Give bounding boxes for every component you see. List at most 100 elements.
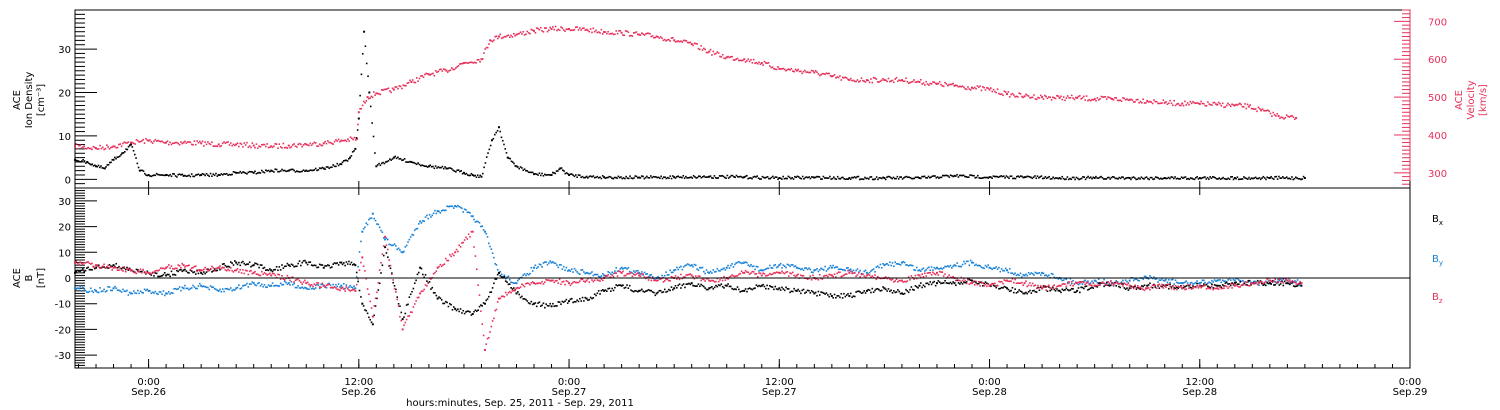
data-point [294,265,297,268]
data-point [661,291,663,294]
data-point [743,261,746,264]
data-point [466,211,469,214]
data-point [324,168,326,170]
data-point [535,267,538,270]
data-point [754,268,756,271]
data-point [343,288,345,290]
data-point [471,230,474,233]
data-point [401,87,403,90]
data-point [930,176,932,178]
data-point [502,36,504,39]
data-point [325,284,328,287]
data-point [523,168,526,170]
data-point [721,268,724,271]
data-point [1182,177,1184,179]
data-point [1087,280,1089,282]
data-point [782,175,784,178]
data-point [977,174,979,177]
data-point [915,286,918,288]
data-point [799,177,801,179]
data-point [665,291,667,293]
data-point [1235,177,1237,180]
data-point [442,68,445,70]
data-point [966,176,969,179]
data-point [1031,272,1034,275]
data-point [1217,288,1220,290]
data-point [1122,283,1124,285]
data-point [313,288,316,290]
data-point [998,266,1000,269]
data-point [554,262,557,265]
data-point [802,269,805,272]
data-point [798,267,801,270]
data-point [1135,278,1138,280]
data-point [947,175,949,177]
data-point [923,175,926,178]
data-point [628,284,631,287]
data-point [682,175,685,177]
velocity-tick-label: 500 [1428,93,1447,104]
data-point [1256,283,1259,286]
data-point [408,238,411,241]
data-point [93,288,96,291]
data-point [996,88,999,91]
data-point [216,267,219,269]
data-point [341,286,344,289]
data-point [107,264,109,267]
data-point [1279,278,1282,281]
data-point [365,100,368,102]
data-point [901,178,904,180]
data-point [181,142,184,145]
data-point [518,278,520,280]
data-point [1008,177,1010,180]
data-point [186,287,189,290]
data-point [1192,287,1194,290]
data-point [1163,177,1166,180]
data-point [1056,94,1058,97]
data-point [244,269,247,272]
data-point [415,77,418,79]
data-point [378,226,381,229]
data-point [871,269,874,271]
data-point [646,289,649,292]
data-point [312,287,314,290]
data-point [773,264,775,267]
data-point [1175,177,1178,180]
data-point [619,29,622,32]
data-point [296,278,298,281]
data-point [429,164,432,167]
data-point [1200,286,1202,289]
data-point [552,279,554,282]
data-point [87,146,89,149]
data-point [871,178,874,181]
data-point [118,265,120,268]
time-tick-date-label: Sep.28 [1182,387,1217,398]
data-point [641,271,643,273]
data-point [515,282,518,285]
data-point [1128,177,1131,180]
data-point [1258,282,1260,284]
data-point [96,291,99,294]
data-point [937,274,940,276]
data-point [1009,175,1012,178]
data-point [634,289,636,292]
data-point [267,273,270,276]
data-point [310,144,313,147]
data-point [1232,278,1235,281]
data-point [852,79,855,82]
data-point [623,287,626,289]
data-point [344,287,346,290]
data-point [585,297,588,300]
data-point [736,275,739,277]
data-point [1079,95,1081,97]
data-point [201,273,204,275]
data-point [949,174,952,177]
data-point [723,176,726,179]
data-point [703,278,705,281]
data-point [616,270,619,272]
data-point [219,265,221,267]
data-point [434,209,436,212]
data-point [880,266,883,269]
data-point [1245,107,1248,110]
data-point [758,272,760,274]
